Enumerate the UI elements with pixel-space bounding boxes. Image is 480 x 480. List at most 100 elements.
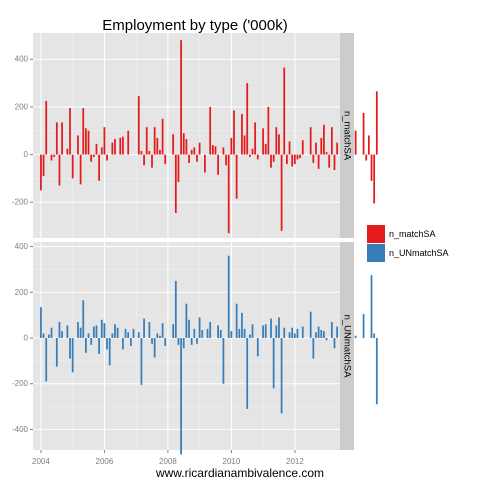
bar [293,333,296,338]
bar [180,40,182,155]
bar [362,314,365,338]
bar [354,335,357,338]
bar [243,135,246,155]
bar [129,338,132,346]
bar [362,112,365,155]
bar [227,255,230,338]
x-tick-label: 2008 [159,457,177,466]
bar [217,325,219,338]
bar [111,333,114,338]
bar [87,130,90,155]
bar [272,154,275,162]
bar [373,154,376,204]
bar [124,328,127,338]
x-axis-ticks: 2004 2006 2008 2010 2012 [32,450,304,466]
bar [106,338,108,350]
bar [256,154,259,160]
bar [182,338,185,349]
x-tick-label: 2006 [96,457,114,466]
bar [140,150,143,155]
bar [92,154,95,157]
chart-title: Employment by type ('000k) [102,17,287,34]
bar [243,328,246,338]
bar [299,154,301,159]
bar [241,114,243,155]
x-axis-label: www.ricardianambivalence.com [155,466,324,480]
bar [291,327,294,338]
bar [164,154,167,165]
bar [312,154,315,163]
bar [246,83,249,155]
bar [90,338,93,345]
bar [275,127,278,155]
bar [188,319,190,338]
bar [206,328,209,338]
bar [336,326,339,338]
legend-label-n-matchsa: n_matchSA [389,229,436,239]
bar [77,135,79,155]
bar [264,324,267,338]
bar [328,154,331,168]
bar [256,338,259,357]
bar [333,338,336,349]
bar [111,142,114,155]
bar [177,154,180,182]
bar [82,108,85,155]
bar [174,154,177,213]
bar [185,303,188,338]
bar [201,330,204,338]
bar [262,128,264,155]
x-tick-label: 2010 [223,457,241,466]
bar [79,327,82,338]
bar [270,318,272,338]
bar [198,317,201,338]
bar [375,91,378,155]
bar [85,338,87,353]
bar [42,154,45,177]
bar [145,127,148,155]
bar [119,137,122,155]
bar [66,325,69,338]
bar [301,326,304,338]
bar [66,148,69,155]
bar [333,154,336,171]
x-tick-label: 2004 [32,457,50,466]
bar [301,140,304,155]
bar [251,324,254,338]
bar [248,334,251,338]
x-tick-label: 2012 [286,457,304,466]
strip-top [340,33,354,238]
bar [95,325,98,338]
bar [365,154,368,161]
bar [180,338,182,455]
bar [262,325,264,338]
bar [137,96,140,155]
bar [140,338,143,385]
bar [116,327,119,338]
y-tick-label: 400 [15,242,29,251]
bar [159,149,161,155]
bar [159,335,161,338]
bar [283,67,286,155]
panel-bottom-background [33,242,340,450]
bar [177,338,180,345]
bar [122,338,124,350]
bar [291,154,294,167]
bar [79,154,82,185]
bar [278,134,280,155]
bar [204,154,206,173]
bar [61,122,63,155]
legend-swatch-n-matchsa [367,225,385,243]
bar [264,143,267,155]
bar [325,152,328,155]
bar [233,110,235,155]
bar [55,122,58,155]
bar [172,324,175,338]
y-tick-label: -200 [12,198,29,207]
y-tick-label: -200 [12,379,29,388]
bar [241,312,243,338]
bar [137,332,140,338]
bar [283,327,286,338]
panel-bottom-y-ticks: 400 200 0 -200 -400 [12,242,33,434]
bar [336,142,339,155]
